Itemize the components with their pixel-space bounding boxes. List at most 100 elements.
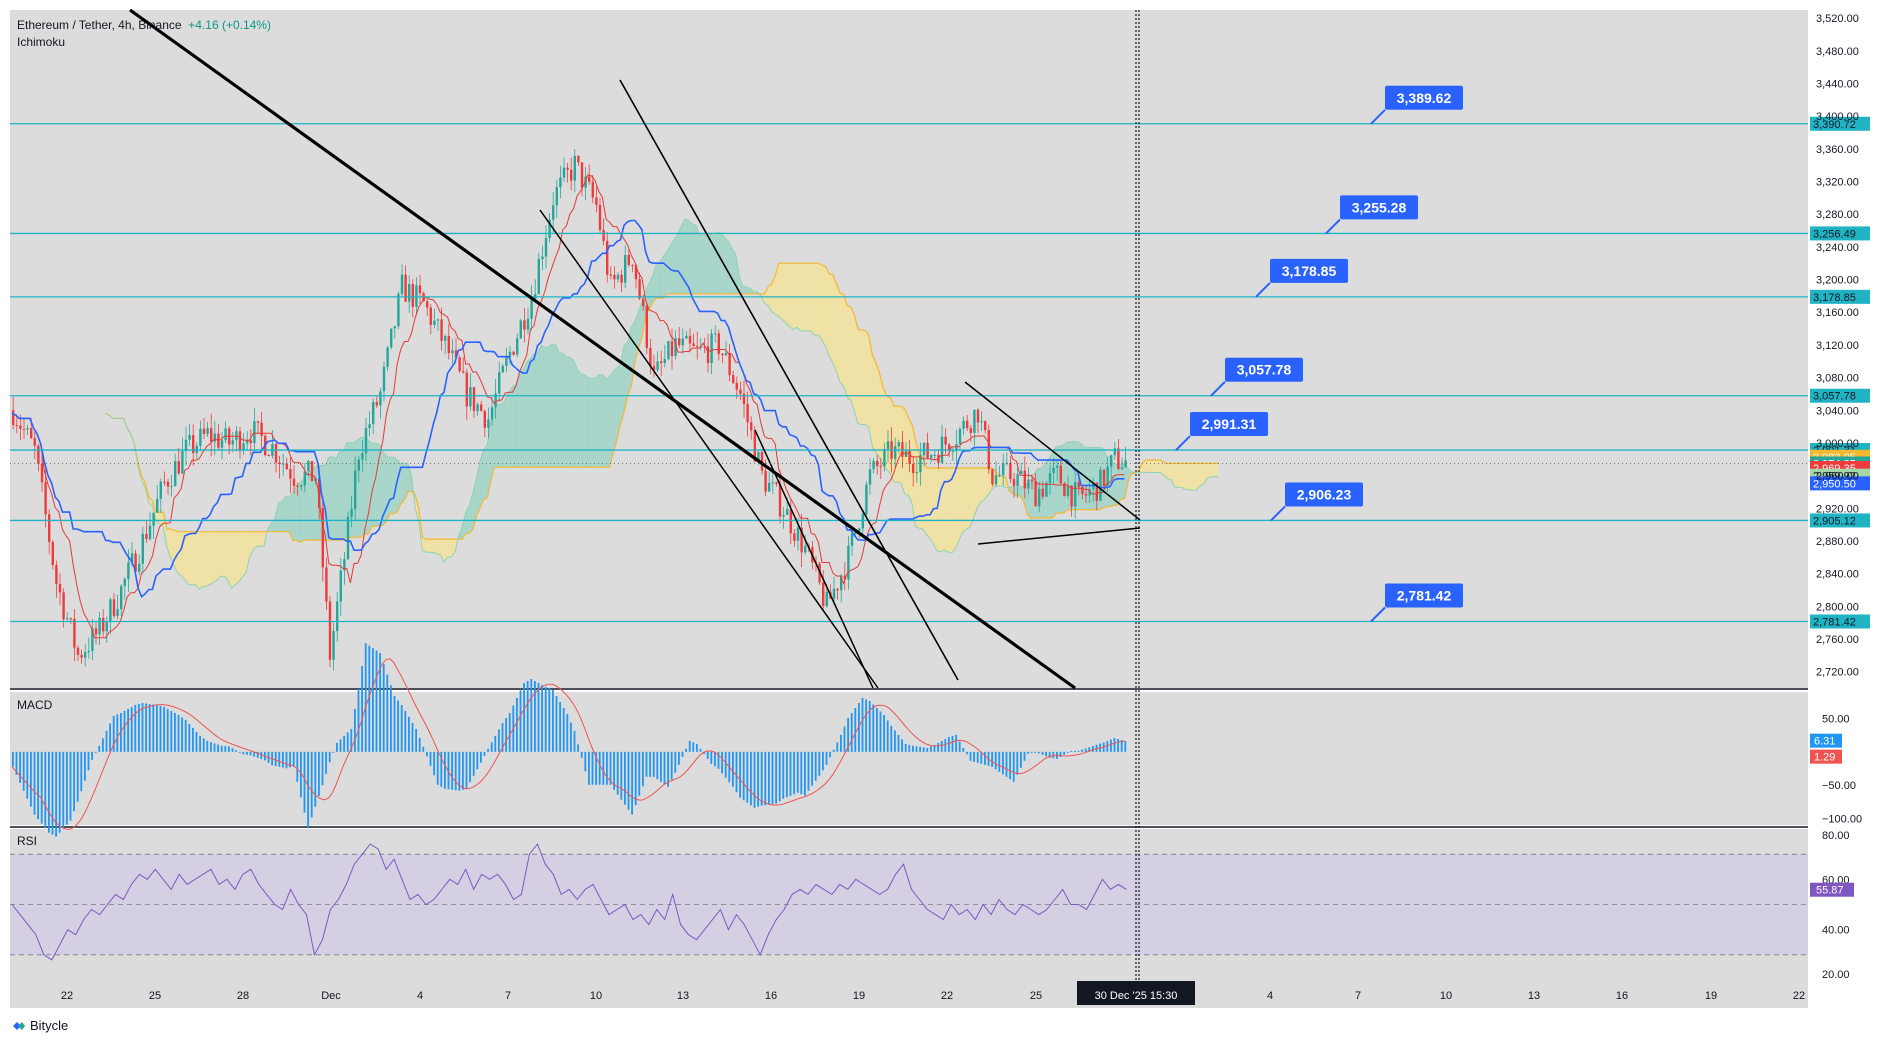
candle-body (548, 219, 551, 238)
candle-body (728, 352, 731, 376)
macd-bar (969, 751, 972, 761)
macd-bar (894, 730, 896, 752)
macd-bar (58, 751, 61, 833)
macd-bar (289, 751, 291, 768)
cloud-segment (361, 437, 365, 538)
macd-bar (915, 746, 918, 752)
time-axis-tick: 22 (61, 990, 73, 1002)
macd-bar (501, 722, 504, 752)
macd-bar (206, 740, 209, 752)
macd-bar (166, 708, 169, 752)
macd-bar (404, 710, 407, 752)
macd-bar (220, 745, 223, 752)
macd-bar (400, 704, 403, 752)
macd-bar (332, 751, 335, 753)
cloud-segment (944, 468, 948, 553)
cloud-segment (166, 528, 171, 558)
candle-body (616, 274, 620, 280)
macd-bar (1059, 751, 1062, 757)
cloud-segment (1113, 464, 1118, 506)
macd-bar (685, 748, 687, 752)
candle-body (714, 333, 717, 335)
candle-body (958, 428, 962, 445)
cloud-segment (1020, 486, 1024, 502)
candle-body (753, 430, 756, 462)
macd-bar (134, 704, 137, 752)
interval-label[interactable]: 4h (118, 18, 132, 32)
candle-body (390, 328, 393, 348)
cloud-segment (825, 266, 830, 357)
signal-value-badge (1810, 749, 1842, 764)
macd-bar (292, 751, 295, 767)
macd-bar (976, 751, 979, 763)
level-axis-label: 3,390.72 (1813, 119, 1856, 131)
macd-bar (1020, 751, 1022, 768)
cloud-segment (339, 451, 344, 541)
candle-body (37, 445, 40, 464)
signal-value-label: 1.29 (1814, 752, 1835, 764)
macd-bar (883, 714, 885, 752)
exchange-label: Binance (138, 18, 182, 32)
cloud-segment (235, 531, 239, 585)
macd-bar (476, 751, 479, 770)
macd-bar (195, 731, 198, 752)
candle-body (606, 240, 609, 275)
macd-bar (217, 744, 219, 752)
kijun-sen-line (11, 219, 1125, 598)
macd-bar (588, 751, 590, 785)
cloud-segment (1092, 447, 1096, 510)
level-axis-badge (1810, 289, 1870, 304)
macd-bar (429, 751, 432, 766)
rsi-panel-title[interactable]: RSI (17, 834, 38, 848)
candle-body (800, 527, 803, 553)
candle-body (40, 463, 44, 483)
candle-body (289, 469, 292, 479)
indicator-label-ichimoku[interactable]: Ichimoku (17, 35, 66, 49)
cloud-segment (1164, 462, 1168, 479)
cloud-segment (591, 378, 596, 468)
macd-bar (1084, 748, 1087, 752)
macd-bar (638, 751, 641, 796)
candle-body (570, 169, 573, 181)
macd-bar (735, 751, 738, 793)
macd-panel (10, 692, 1808, 825)
macd-bar (1023, 751, 1026, 761)
cloud-segment (289, 493, 293, 541)
price-axis-tick: 3,000.00 (1816, 438, 1859, 450)
candle-body (33, 438, 36, 446)
macd-bar (12, 751, 14, 767)
candle-body (66, 618, 69, 620)
macd-panel-title[interactable]: MACD (17, 698, 53, 712)
cloud-segment (660, 255, 664, 298)
candle-body (256, 421, 260, 423)
candle-body (552, 205, 555, 220)
candle-body (87, 650, 90, 653)
macd-bar (750, 751, 752, 806)
cloud-segment (357, 437, 362, 538)
candle-body (1099, 469, 1102, 501)
cloud-segment (980, 468, 984, 503)
cloud-segment (386, 456, 390, 522)
candle-body (1084, 493, 1088, 496)
cloud-segment (573, 360, 578, 468)
cloud-segment (1210, 463, 1215, 477)
macd-bar (152, 704, 155, 752)
candle-body (242, 443, 245, 451)
time-axis-tick: 13 (677, 990, 689, 1002)
cloud-segment (328, 456, 333, 541)
cloud-segment (829, 273, 833, 363)
cloud-segment (584, 374, 588, 468)
candle-body (26, 428, 29, 430)
candle-body (454, 350, 458, 358)
macd-bar (552, 690, 554, 752)
candle-body (991, 469, 994, 485)
macd-bar (1027, 751, 1029, 754)
candle-body (274, 443, 278, 463)
level-axis-label: 3,256.49 (1813, 228, 1856, 240)
cloud-segment (868, 335, 873, 448)
macd-axis-tick: 50.00 (1822, 714, 1850, 726)
macd-bar (516, 697, 518, 752)
symbol-name[interactable]: Ethereum / Tether (17, 18, 112, 32)
macd-bar (418, 737, 421, 752)
